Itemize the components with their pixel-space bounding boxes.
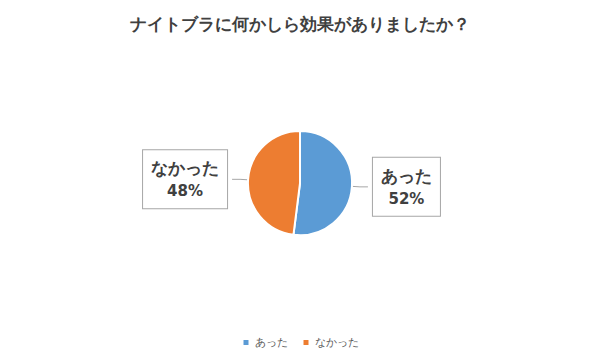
svg-text:なかった: なかった — [315, 336, 359, 349]
svg-text:ナイトブラに何かしら効果がありましたか？: ナイトブラに何かしら効果がありましたか？ — [130, 14, 470, 34]
svg-text:なかった: なかった — [151, 158, 219, 178]
svg-text:52%: 52% — [388, 190, 424, 208]
svg-text:48%: 48% — [167, 182, 203, 200]
svg-text:あった: あった — [381, 166, 432, 186]
svg-text:あった: あった — [255, 336, 288, 349]
